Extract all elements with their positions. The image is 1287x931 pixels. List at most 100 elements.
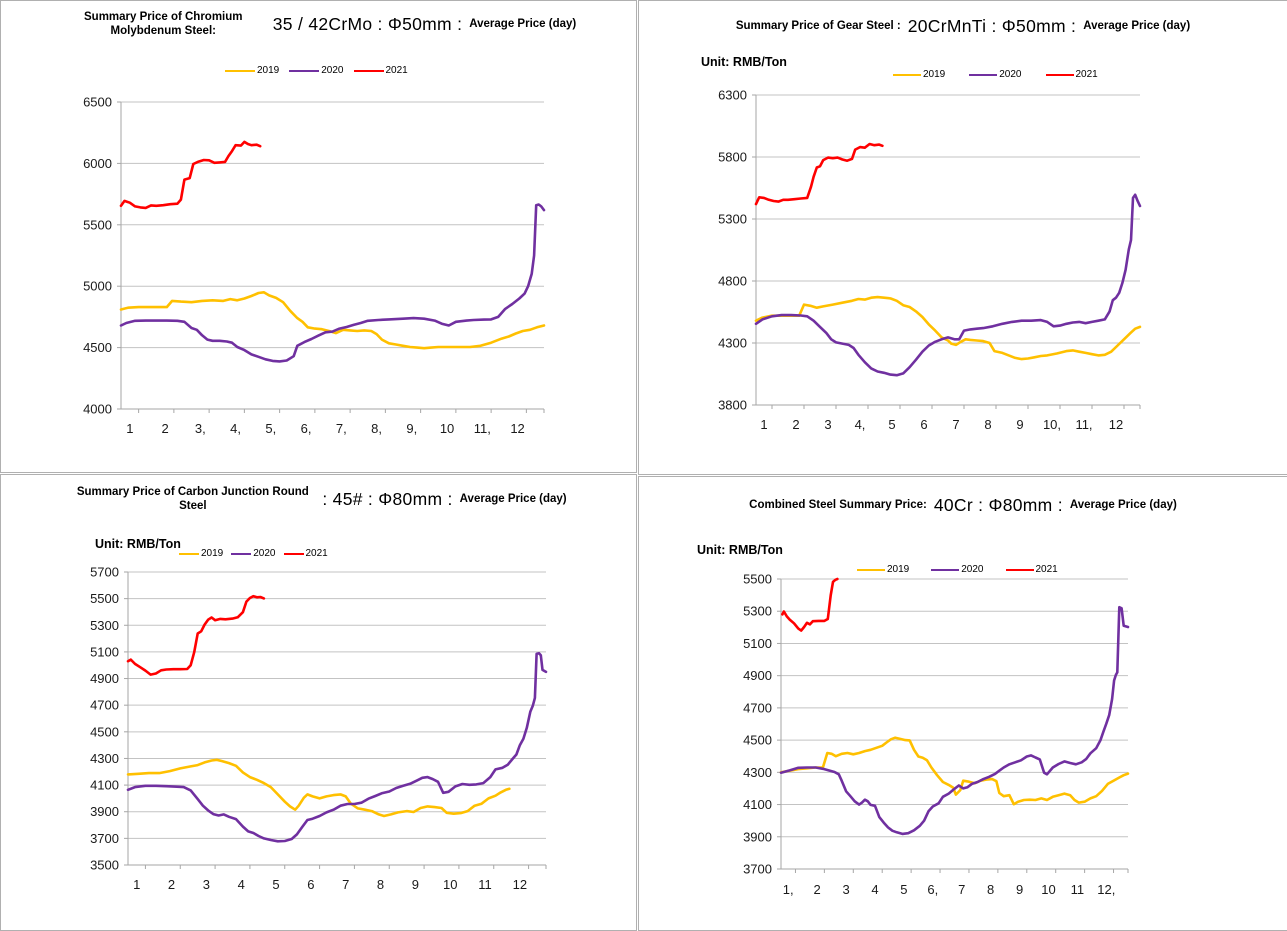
y-tick-label: 5100 (90, 644, 119, 659)
x-tick-label: 2 (168, 877, 175, 892)
legend-item-2019: 2019 (179, 548, 223, 559)
y-tick-label: 5800 (718, 150, 747, 165)
series-line-2021 (754, 142, 884, 206)
y-tick-label: 5000 (83, 279, 112, 294)
y-tick-label: 5500 (90, 591, 119, 606)
legend: 2019 2020 2021 (225, 65, 408, 76)
legend-item-2021: 2021 (1005, 564, 1058, 575)
legend-label: 2020 (253, 548, 276, 559)
y-tick-label: 4800 (718, 274, 747, 289)
x-tick-label: 3 (824, 417, 831, 432)
x-tick-label: 9, (406, 421, 417, 436)
legend-label: 2019 (923, 69, 946, 80)
chart-title-main: : 45# : Φ80mm : (322, 488, 453, 509)
legend-label: 2020 (961, 564, 984, 575)
legend-swatch-2020 (931, 568, 960, 571)
series-line-2021 (126, 594, 266, 676)
chart-panel-gear-steel: Summary Price of Gear Steel : 20CrMnTi :… (638, 0, 1287, 475)
legend-swatch-2020 (231, 552, 252, 555)
x-tick-label: 7 (342, 877, 349, 892)
legend-item-2019: 2019 (225, 65, 279, 76)
y-tick-label: 3500 (90, 858, 119, 873)
legend-item-2020: 2020 (969, 69, 1022, 80)
legend-swatch-2019 (179, 552, 199, 555)
y-tick-label: 4500 (90, 724, 119, 739)
x-tick-label: 4 (238, 877, 245, 892)
legend-label: 2020 (999, 69, 1022, 80)
series-line-2020 (126, 651, 548, 843)
x-tick-label: 1, (783, 882, 794, 897)
legend-swatch-2021 (283, 552, 304, 555)
chart-title-main: 20CrMnTi : Φ50mm : (907, 16, 1077, 36)
chart-title-main: 40Cr : Φ80mm : (933, 495, 1063, 515)
x-tick-label: 1 (126, 421, 133, 436)
y-tick-label: 4300 (90, 751, 119, 766)
series-line-2019 (119, 290, 546, 350)
series-line-2020 (119, 203, 546, 363)
y-tick-label: 4700 (90, 698, 119, 713)
series-line-2019 (126, 758, 511, 818)
unit-label: Unit: RMB/Ton (95, 537, 181, 551)
y-tick-label: 6300 (718, 88, 747, 103)
legend: 2019 2020 2021 (857, 564, 1058, 575)
chart-title: Summary Price of Gear Steel : 20CrMnTi :… (639, 16, 1287, 37)
x-tick-label: 5 (888, 417, 895, 432)
x-tick-label: 10, (1043, 417, 1061, 432)
y-tick-label: 4500 (83, 340, 112, 355)
unit-label: Unit: RMB/Ton (697, 543, 783, 557)
x-tick-label: 10 (443, 877, 457, 892)
series-line-2021 (119, 140, 262, 210)
x-tick-label: 6 (307, 877, 314, 892)
chart-canvas: 5700 5500 5300 5100 4900 4700 4500 4300 4100 3900… (90, 565, 548, 892)
legend: 2019 2020 2021 (893, 69, 1098, 80)
legend-swatch-2021 (353, 69, 384, 72)
legend-item-2021: 2021 (1045, 69, 1098, 80)
chart-title-prefix: Summary Price of Chromium Molybdenum Ste… (84, 11, 243, 38)
y-tick-label: 5100 (743, 636, 772, 651)
legend: 2019 2020 2021 (179, 548, 328, 559)
legend-label: 2020 (321, 65, 344, 76)
legend-label: 2021 (1075, 69, 1098, 80)
legend-item-2019: 2019 (857, 564, 909, 575)
unit-label: Unit: RMB/Ton (701, 55, 787, 69)
x-tick-label: 5, (265, 421, 276, 436)
legend-swatch-2021 (1045, 73, 1074, 76)
chart-title: Summary Price of Carbon Junction Round S… (1, 485, 636, 514)
x-tick-label: 6, (927, 882, 938, 897)
legend-swatch-2021 (1005, 568, 1034, 571)
legend-swatch-2019 (857, 568, 885, 571)
legend-label: 2021 (385, 65, 408, 76)
y-tick-label: 3700 (743, 862, 772, 877)
series-line-2020 (754, 193, 1142, 377)
chart-title-prefix: Summary Price of Gear Steel : (735, 20, 901, 33)
legend-swatch-2019 (225, 69, 255, 72)
legend-item-2020: 2020 (931, 564, 984, 575)
chart-title-prefix: Combined Steel Summary Price: (749, 499, 927, 512)
y-tick-label: 5300 (743, 604, 772, 619)
x-tick-label: 8 (987, 882, 994, 897)
series-line-2021 (781, 577, 839, 632)
x-tick-label: 4 (871, 882, 878, 897)
y-tick-label: 3900 (90, 804, 119, 819)
x-tick-label: 8 (377, 877, 384, 892)
chart-title-suffix: Average Price (day) (459, 493, 567, 506)
x-tick-label: 9 (1016, 417, 1023, 432)
chart-canvas: 5500 5300 5100 4900 4700 4500 4300 4100 3900 3700… (743, 572, 1130, 897)
x-tick-label: 11 (478, 877, 492, 892)
x-tick-label: 3 (203, 877, 210, 892)
x-tick-label: 7, (336, 421, 347, 436)
x-tick-label: 2 (161, 421, 168, 436)
x-tick-label: 2 (792, 417, 799, 432)
x-tick-label: 7 (958, 882, 965, 897)
chart-panel-combined-steel: Combined Steel Summary Price: 40Cr : Φ80… (638, 476, 1287, 931)
y-tick-label: 4300 (743, 765, 772, 780)
legend-item-2020: 2020 (231, 548, 276, 559)
chart-panel-chromium-molybdenum: Summary Price of Chromium Molybdenum Ste… (0, 0, 637, 473)
x-tick-label: 9 (412, 877, 419, 892)
legend-item-2020: 2020 (289, 65, 344, 76)
x-tick-label: 3 (842, 882, 849, 897)
chart-title-main: 35 / 42CrMo : Φ50mm : (272, 13, 463, 34)
y-tick-label: 6500 (83, 95, 112, 110)
y-tick-label: 4100 (90, 778, 119, 793)
y-tick-label: 4900 (743, 668, 772, 683)
